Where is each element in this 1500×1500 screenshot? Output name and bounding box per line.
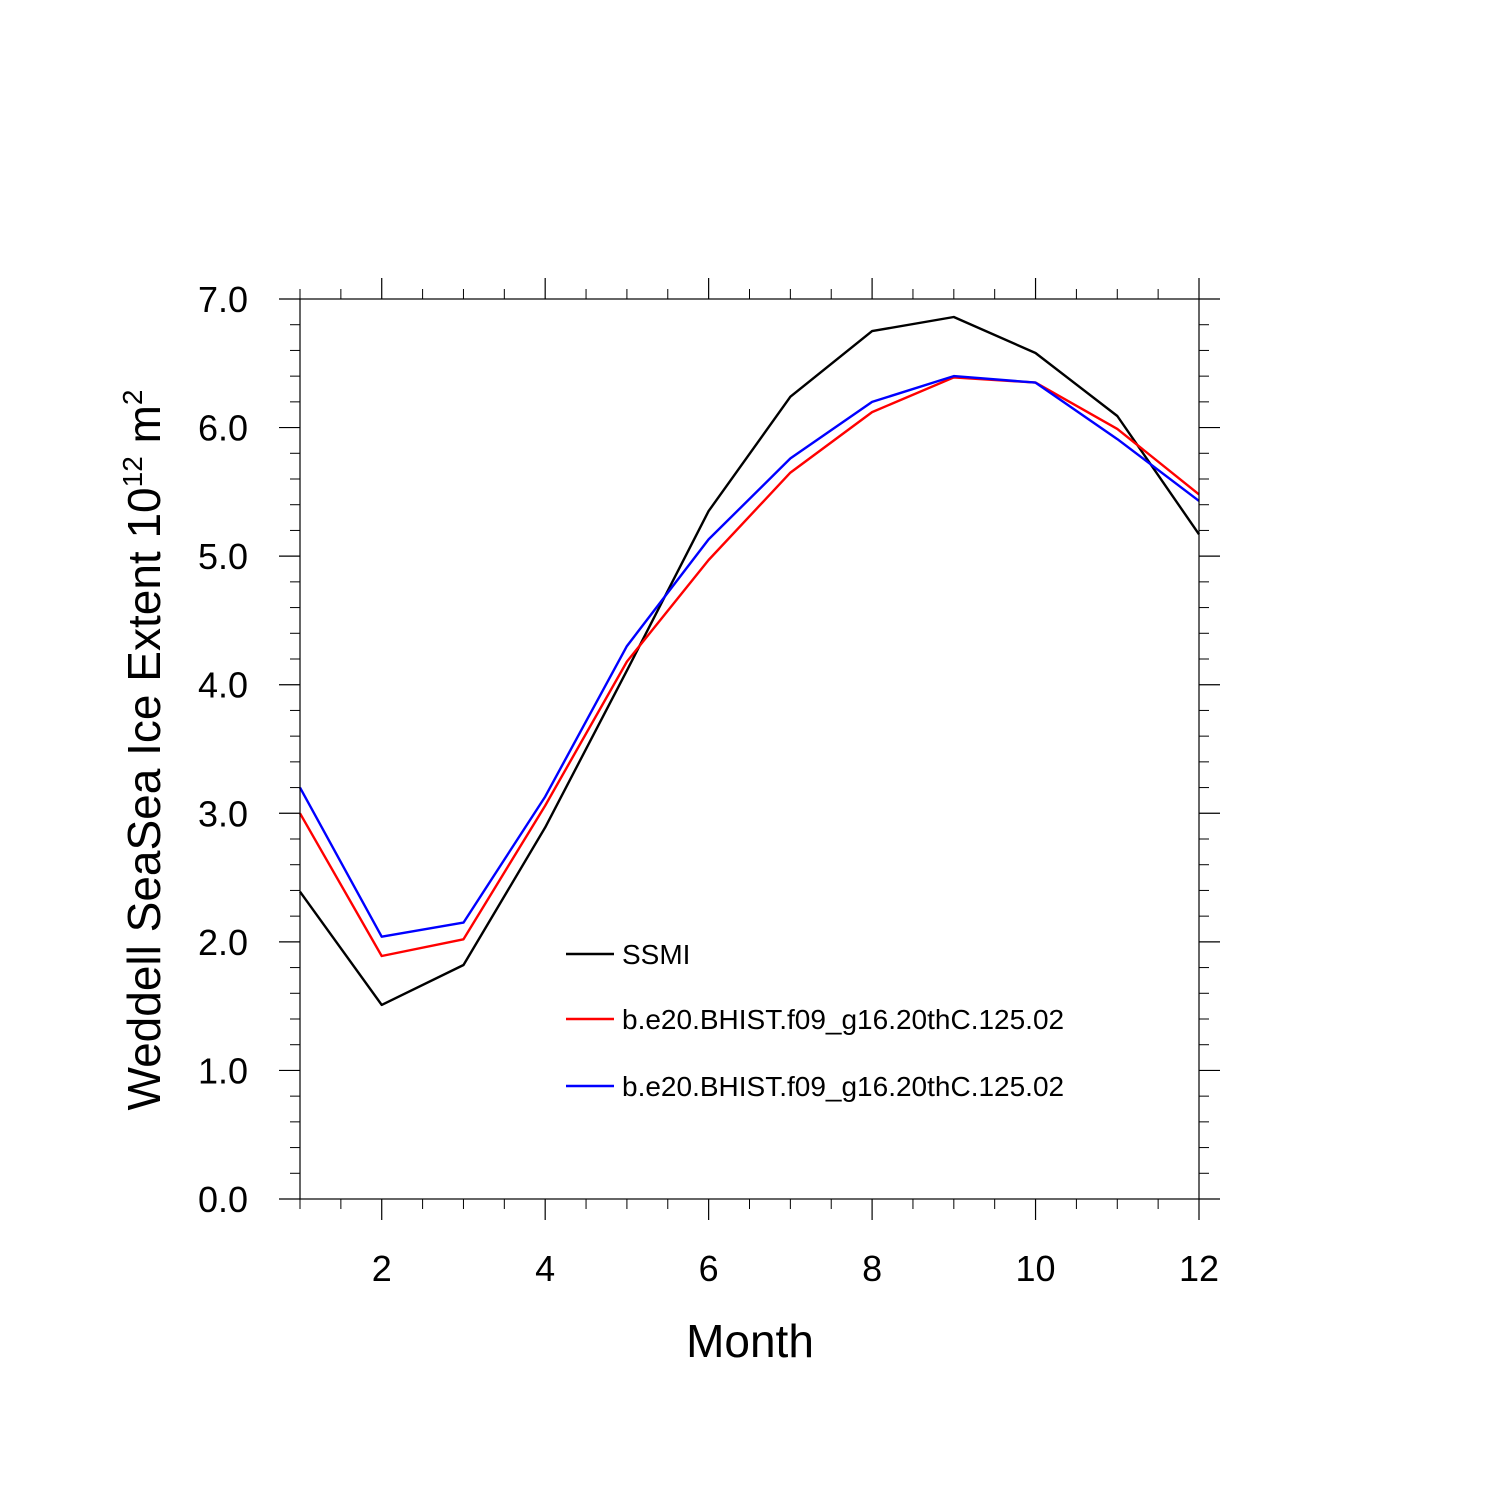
y-tick-label: 1.0 [198,1050,248,1091]
y-tick-label: 6.0 [198,408,248,449]
y-axis-title: Weddell SeaSea Ice Extent 1012 m2 [117,390,170,1111]
series-lines [298,315,1200,1007]
minor-ticks [290,289,1209,1209]
legend: SSMI b.e20.BHIST.f09_g16.20thC.125.02 b.e2… [566,939,1064,1102]
series-line-3 [298,374,1200,938]
x-tick-label: 10 [1016,1248,1056,1289]
plot-frame [299,298,1200,1200]
series-line-1 [299,315,1200,1007]
y-tick-labels: 0.0 1.0 2.0 3.0 4.0 5.0 6.0 7.0 [198,279,248,1220]
y-axis-title-unit: m [118,405,170,456]
y-tick-label: 2.0 [198,922,248,963]
series-line-2 [298,376,1200,958]
x-tick-label: 6 [699,1248,719,1289]
x-tick-label: 2 [372,1248,392,1289]
x-tick-labels: 2 4 6 8 10 12 [372,1248,1219,1289]
x-tick-label: 12 [1179,1248,1219,1289]
x-tick-label: 4 [535,1248,555,1289]
y-tick-label: 3.0 [198,793,248,834]
x-tick-label: 8 [862,1248,882,1289]
y-tick-label: 4.0 [198,665,248,706]
y-axis-title-exponent: 12 [117,456,148,487]
y-tick-label: 5.0 [198,536,248,577]
y-axis-title-prefix: Weddell SeaSea Ice Extent 10 [118,487,170,1110]
legend-label-3: b.e20.BHIST.f09_g16.20thC.125.02 [622,1071,1064,1102]
y-tick-label: 7.0 [198,279,248,320]
x-axis-title: Month [686,1315,814,1367]
y-axis-title-unit-exponent: 2 [117,390,148,406]
legend-label-1: SSMI [622,939,690,970]
major-ticks [279,278,1220,1220]
y-tick-label: 0.0 [198,1179,248,1220]
legend-label-2: b.e20.BHIST.f09_g16.20thC.125.02 [622,1004,1064,1035]
